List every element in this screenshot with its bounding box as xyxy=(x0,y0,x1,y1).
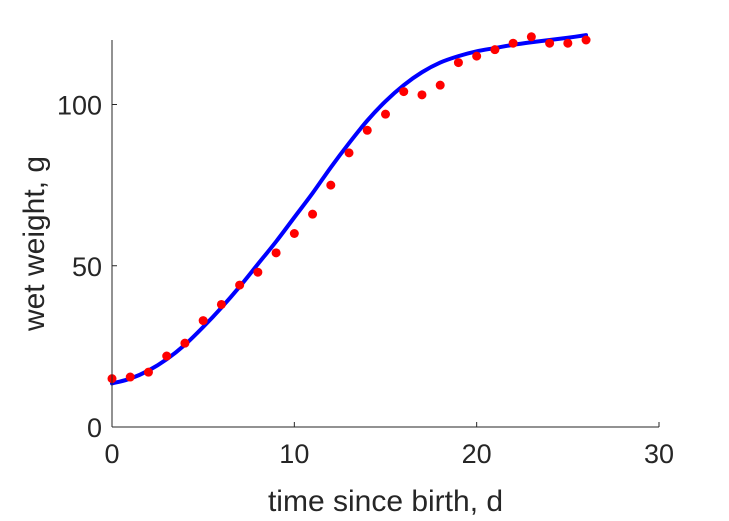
data-point xyxy=(435,80,445,90)
y-tick-label: 100 xyxy=(57,91,102,121)
data-point xyxy=(581,35,591,45)
y-tick-label: 50 xyxy=(72,252,102,282)
data-point xyxy=(180,338,190,348)
x-tick-label: 20 xyxy=(462,439,492,469)
data-point xyxy=(417,90,427,100)
data-point xyxy=(526,32,536,42)
data-point xyxy=(472,51,482,61)
data-point xyxy=(125,372,135,382)
data-point xyxy=(490,45,500,55)
data-point xyxy=(143,367,153,377)
y-axis-label: wet weight, g xyxy=(18,156,51,332)
data-point xyxy=(563,38,573,48)
data-point xyxy=(235,280,245,290)
data-point xyxy=(289,229,299,238)
fit-curve xyxy=(110,33,589,386)
data-point xyxy=(508,38,518,48)
data-point xyxy=(344,148,354,158)
y-axis-ticks: 0 50 100 xyxy=(57,91,117,443)
plot-area xyxy=(107,32,591,386)
data-point xyxy=(253,267,263,277)
x-tick-label: 10 xyxy=(279,439,309,469)
axes xyxy=(111,40,659,428)
x-tick-label: 0 xyxy=(104,439,119,469)
x-axis-label: time since birth, d xyxy=(268,485,503,518)
data-point xyxy=(216,299,226,309)
data-point xyxy=(362,125,372,135)
data-point xyxy=(198,316,208,326)
data-point xyxy=(453,58,463,68)
data-point xyxy=(545,38,555,48)
data-point xyxy=(381,109,390,119)
data-point xyxy=(271,248,281,258)
data-point xyxy=(399,87,409,97)
y-tick-label: 0 xyxy=(87,413,102,443)
x-tick-label: 30 xyxy=(644,439,674,469)
data-point xyxy=(162,351,172,361)
data-point xyxy=(308,209,318,219)
data-point xyxy=(326,180,336,190)
x-axis-ticks: 0 10 20 30 xyxy=(104,422,674,469)
